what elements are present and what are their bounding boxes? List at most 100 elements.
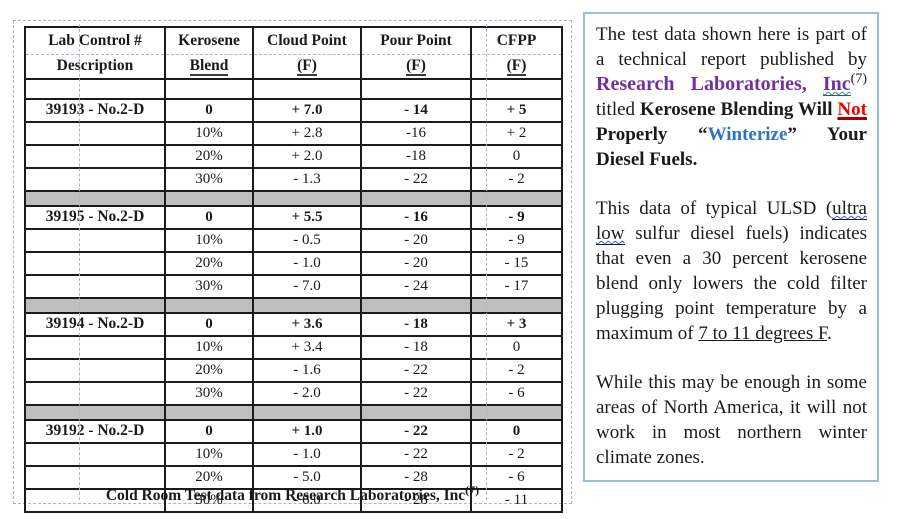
table-cell: - 1.0 <box>252 442 362 467</box>
table-caption-superscript: (7) <box>465 483 480 497</box>
table-cell <box>164 78 254 100</box>
table-cell: + 2 <box>470 121 563 146</box>
fuel-test-table: Lab Control # Kerosene Cloud Point Pour … <box>24 26 563 513</box>
table-cell <box>470 404 563 421</box>
table-cell <box>24 144 166 169</box>
text-segment-bold: “ <box>698 124 708 145</box>
table-cell: + 1.0 <box>252 419 362 444</box>
text-segment-bold: Your Diesel Fuels. <box>596 124 867 170</box>
table-cell <box>24 121 166 146</box>
table-cell: - 2 <box>470 358 563 383</box>
col-header-pour-point: Pour Point <box>360 26 472 55</box>
table-row: 20% - 5.0- 28- 6 <box>24 465 563 490</box>
table-cell: 39193 - No.2-D <box>24 98 166 123</box>
table-cell <box>24 488 166 513</box>
table-row: 39192 - No.2-D 0 + 1.0- 22 0 <box>24 419 563 444</box>
table-caption-text: Cold Room Test data from Research Labora… <box>105 487 466 505</box>
text-segment-u: 7 to 11 degrees F <box>698 323 828 344</box>
text-segment: While this may be enough in some areas o… <box>596 372 867 468</box>
text-segment-brand-u: Inc <box>822 73 851 96</box>
table-row: 39194 - No.2-D 0 + 3.6- 18 + 3 <box>24 312 563 337</box>
table-cell <box>24 335 166 360</box>
table-cell: - 15 <box>470 251 563 276</box>
table-cell: - 1.0 <box>252 251 362 276</box>
panel-paragraph: While this may be enough in some areas o… <box>596 370 867 470</box>
text-segment-ultra: ultra low <box>596 198 867 245</box>
table-row: 39195 - No.2-D 0 + 5.5- 16- 9 <box>24 205 563 230</box>
table-cell <box>164 297 254 314</box>
table-cell: - 22 <box>360 442 472 467</box>
table-cell: - 11 <box>470 488 563 513</box>
col-subheader-cfpp-f: (F) <box>470 54 563 80</box>
table-cell: 10% <box>164 228 254 253</box>
table-cell: - 9 <box>470 228 563 253</box>
table-cell <box>252 297 362 314</box>
text-segment-brand: Research Laboratories, <box>596 73 823 95</box>
table-cell <box>360 404 472 421</box>
table-cell: - 0.5 <box>252 228 362 253</box>
table-cell: - 6 <box>470 465 563 490</box>
col-subheader-description: Description <box>24 54 166 80</box>
table-row: 20% - 1.0- 20- 15 <box>24 251 563 276</box>
table-cell: + 3 <box>470 312 563 337</box>
table-cell: 20% <box>164 465 254 490</box>
table-cell <box>24 78 166 100</box>
table-row: 20% - 1.6- 22- 2 <box>24 358 563 383</box>
table-row: 39193 - No.2-D 0 + 7.0- 14 + 5 <box>24 98 563 123</box>
table-row: 30% - 7.0- 24- 17 <box>24 274 563 299</box>
separator-row <box>24 297 563 314</box>
text-segment-bold: Kerosene Blending Will <box>639 99 838 120</box>
table-cell <box>360 190 472 207</box>
table-cell <box>252 404 362 421</box>
text-segment: titled <box>596 99 640 120</box>
table-cell: 20% <box>164 358 254 383</box>
header-text: Description <box>56 57 134 75</box>
separator-row <box>24 190 563 207</box>
table-cell <box>24 297 166 314</box>
table-cell: - 28 <box>360 488 472 513</box>
table-cell: + 5.5 <box>252 205 362 230</box>
header-text: Cloud Point <box>267 31 347 49</box>
table-cell: 39195 - No.2-D <box>24 205 166 230</box>
table-cell: 0 <box>164 419 254 444</box>
panel-paragraph: The test data shown here is part of a te… <box>596 22 867 172</box>
col-subheader-cloud-f: (F) <box>252 54 362 80</box>
table-cell <box>24 274 166 299</box>
table-cell <box>24 381 166 406</box>
text-segment: . <box>827 323 832 344</box>
table-cell: - 24 <box>360 274 472 299</box>
table-cell: 0 <box>470 144 563 169</box>
table-cell: - 7.0 <box>252 274 362 299</box>
text-segment: This data of typical ULSD ( <box>596 198 833 219</box>
table-cell: 30% <box>164 381 254 406</box>
table-cell: 10% <box>164 121 254 146</box>
table-row: 10% - 0.5- 20- 9 <box>24 228 563 253</box>
table-cell: 0 <box>164 312 254 337</box>
table-cell <box>252 78 362 100</box>
table-cell: - 22 <box>360 167 472 192</box>
table-cell <box>360 297 472 314</box>
table-cell <box>470 190 563 207</box>
separator-row <box>24 404 563 421</box>
table-cell <box>164 190 254 207</box>
table-cell: 0 <box>470 419 563 444</box>
table-cell <box>24 442 166 467</box>
table-cell <box>24 465 166 490</box>
col-subheader-pour-f: (F) <box>360 54 472 80</box>
table-cell: - 6 <box>470 381 563 406</box>
table-cell: 20% <box>164 144 254 169</box>
table-cell: 0 <box>164 205 254 230</box>
table-cell <box>360 78 472 100</box>
col-subheader-blend: Blend <box>164 54 254 80</box>
table-cell: + 5 <box>470 98 563 123</box>
header-row-1: Lab Control # Kerosene Cloud Point Pour … <box>24 26 563 55</box>
table-cell: 0 <box>470 335 563 360</box>
header-text: Blend <box>189 57 229 77</box>
table-caption: Cold Room Test data from Research Labora… <box>24 473 561 505</box>
table-cell: - 6.0 <box>252 488 362 513</box>
table-cell: 39194 - No.2-D <box>24 312 166 337</box>
table-cell: 30% <box>164 488 254 513</box>
table-cell: - 22 <box>360 419 472 444</box>
header-text: Kerosene <box>178 31 240 49</box>
table-cell <box>24 167 166 192</box>
